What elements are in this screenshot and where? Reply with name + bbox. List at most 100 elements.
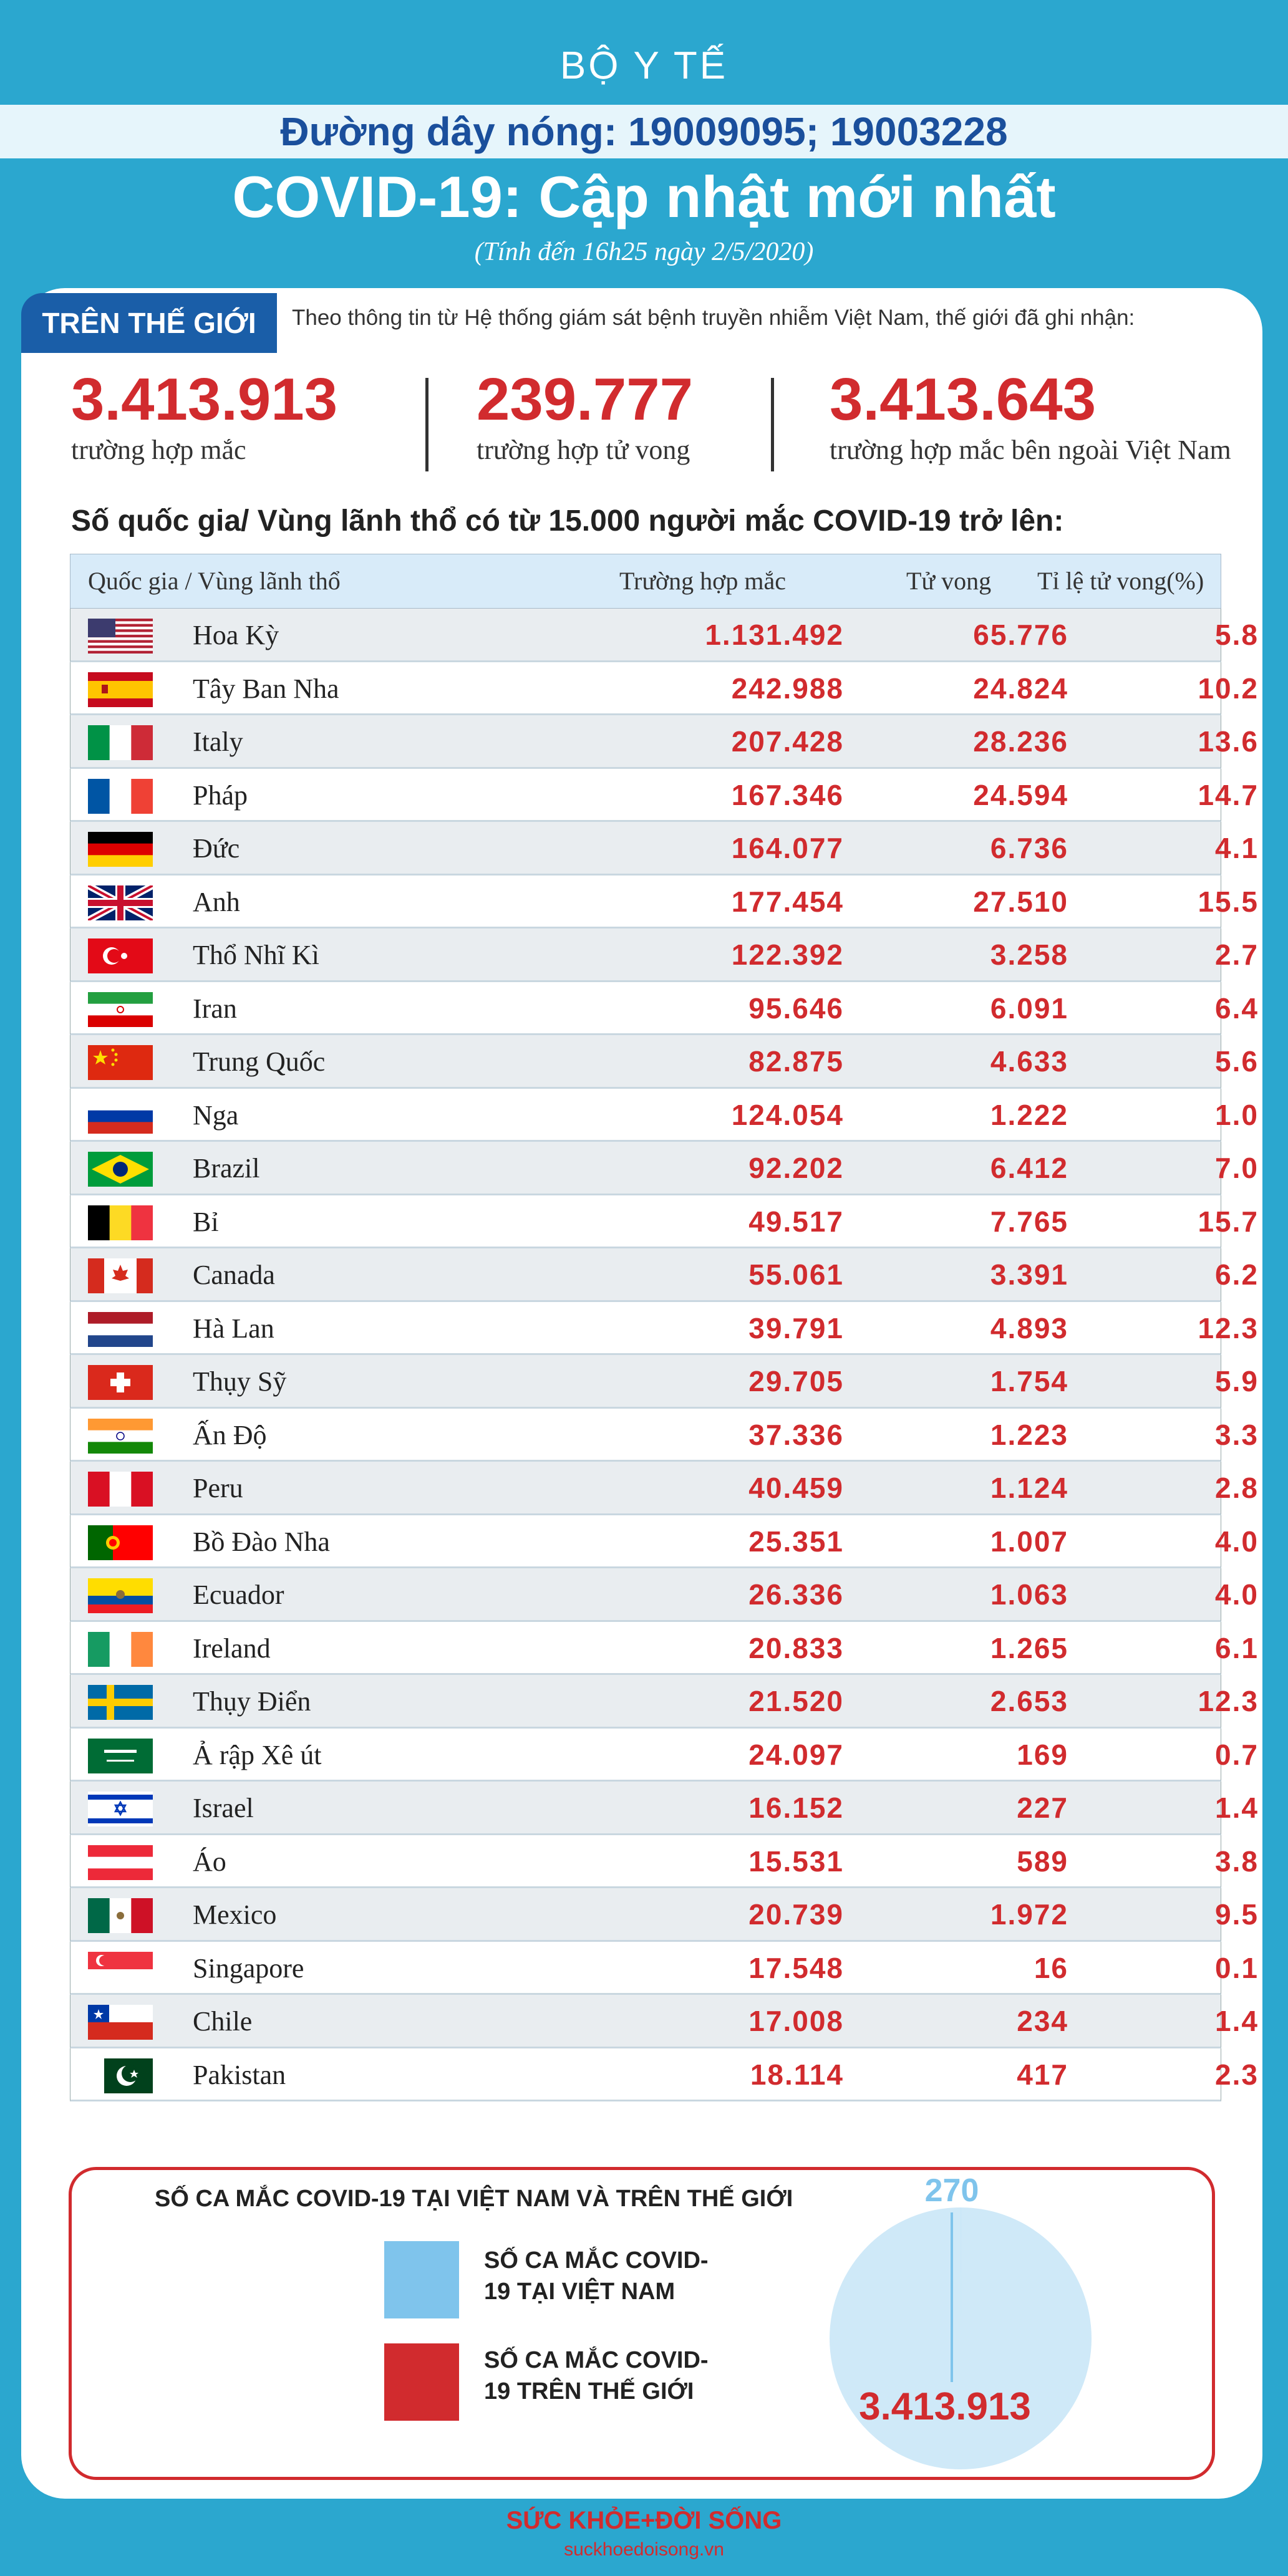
- stat-cases-outside-vietnam: 3.413.643 trường hợp mắc bên ngoài Việt …: [830, 365, 1231, 466]
- pakistan-flag: [88, 2058, 153, 2093]
- cases-cell: 164.077: [731, 832, 844, 864]
- stat-label: trường hợp tử vong: [477, 435, 690, 465]
- uk-flag: [88, 885, 153, 920]
- country-name: Anh: [193, 886, 240, 917]
- table-row: Nga 124.054 1.222 1.0: [70, 1088, 1257, 1142]
- deaths-cell: 3.258: [990, 938, 1068, 971]
- legend-label-vietnam: SỐ CA MẮC COVID-19 TẠI VIỆT NAM: [484, 2247, 709, 2305]
- cases-cell: 17.008: [748, 2005, 844, 2037]
- cases-cell: 18.114: [750, 2058, 844, 2091]
- table-row: Anh 177.454 27.510 15.5: [70, 875, 1257, 929]
- cases-cell: 92.202: [748, 1152, 844, 1184]
- deaths-cell: 6.736: [990, 832, 1068, 864]
- hotline-band: [0, 105, 1288, 158]
- death-rate-cell: 6.4: [1215, 991, 1259, 1025]
- table-row: Ấn Độ 37.336 1.223 3.3: [70, 1408, 1257, 1462]
- death-rate-cell: 0.7: [1215, 1738, 1259, 1771]
- country-name: Tây Ban Nha: [193, 673, 339, 704]
- stat-total-deaths: 239.777 trường hợp tử vong: [477, 365, 693, 466]
- cases-cell: 49.517: [748, 1205, 844, 1238]
- death-rate-cell: 6.1: [1215, 1631, 1259, 1664]
- cases-cell: 39.791: [748, 1311, 844, 1344]
- table-row: Ecuador 26.336 1.063 4.0: [70, 1568, 1257, 1622]
- country-name: Italy: [193, 726, 243, 757]
- death-rate-cell: 1.4: [1215, 2005, 1259, 2037]
- cases-cell: 21.520: [748, 1685, 844, 1717]
- country-name: Mexico: [193, 1899, 277, 1930]
- table-row: Iran 95.646 6.091 6.4: [70, 982, 1257, 1035]
- column-header-cases: Trường hợp mắc: [619, 567, 786, 595]
- death-rate-cell: 2.3: [1215, 2058, 1259, 2091]
- country-name: Bỉ: [193, 1206, 219, 1237]
- deaths-cell: 417: [1017, 2058, 1068, 2091]
- table-row: Pháp 167.346 24.594 14.7: [70, 768, 1257, 822]
- us-flag: [88, 619, 153, 654]
- country-name: Ả rập Xê út: [193, 1739, 322, 1770]
- deaths-cell: 1.972: [990, 1898, 1068, 1931]
- world-intro: Theo thông tin từ Hệ thống giám sát bệnh…: [292, 306, 1135, 330]
- death-rate-cell: 6.2: [1215, 1258, 1259, 1291]
- cases-cell: 124.054: [731, 1098, 844, 1131]
- cases-cell: 16.152: [748, 1792, 844, 1824]
- death-rate-cell: 2.8: [1215, 1472, 1259, 1504]
- death-rate-cell: 7.0: [1215, 1152, 1259, 1184]
- deaths-cell: 169: [1017, 1738, 1068, 1771]
- death-rate-cell: 3.3: [1215, 1418, 1259, 1451]
- cases-cell: 55.061: [748, 1258, 844, 1291]
- iran-flag: [88, 991, 153, 1027]
- hotline-text: Đường dây nóng: 19009095; 19003228: [280, 109, 1008, 154]
- deaths-cell: 589: [1017, 1845, 1068, 1878]
- deaths-cell: 7.765: [990, 1205, 1068, 1238]
- cases-cell: 20.833: [748, 1631, 844, 1664]
- country-name: Thổ Nhĩ Kì: [193, 940, 319, 970]
- death-rate-cell: 4.1: [1215, 832, 1259, 864]
- table-row: Ả rập Xê út 24.097 169 0.7: [70, 1728, 1257, 1782]
- deaths-cell: 227: [1017, 1792, 1068, 1824]
- cases-cell: 26.336: [748, 1578, 844, 1611]
- country-name: Ireland: [193, 1633, 271, 1664]
- world-section-tag: TRÊN THẾ GIỚI: [21, 293, 277, 353]
- death-rate-cell: 3.8: [1215, 1845, 1259, 1878]
- country-name: Trung Quốc: [193, 1046, 326, 1077]
- deaths-cell: 65.776: [973, 619, 1068, 651]
- singapore-flag: [88, 1951, 153, 1987]
- cases-cell: 242.988: [731, 672, 844, 705]
- stat-total-cases: 3.413.913 trường hợp mắc: [71, 365, 337, 466]
- legend-swatch-world: [384, 2343, 459, 2421]
- country-name: Ấn Độ: [193, 1419, 267, 1450]
- death-rate-cell: 1.4: [1215, 1792, 1259, 1824]
- deaths-cell: 1.007: [990, 1525, 1068, 1558]
- death-rate-cell: 5.9: [1215, 1365, 1259, 1397]
- country-name: Pháp: [193, 779, 248, 811]
- death-rate-cell: 9.5: [1215, 1898, 1259, 1931]
- deaths-cell: 6.412: [990, 1152, 1068, 1184]
- death-rate-cell: 5.8: [1215, 619, 1259, 651]
- death-rate-cell: 15.7: [1198, 1205, 1259, 1238]
- deaths-cell: 16: [1034, 1951, 1068, 1984]
- column-header-country: Quốc gia / Vùng lãnh thổ: [88, 567, 341, 595]
- table-row: Bỉ 49.517 7.765 15.7: [70, 1195, 1257, 1248]
- belgium-flag: [88, 1205, 153, 1240]
- switzerland-flag: [88, 1365, 153, 1400]
- data-label-world: 3.413.913: [859, 2385, 1031, 2428]
- mexico-flag: [88, 1898, 153, 1933]
- deaths-cell: 1.063: [990, 1578, 1068, 1611]
- cases-cell: 25.351: [748, 1525, 844, 1558]
- country-name: Áo: [193, 1846, 226, 1877]
- portugal-flag: [88, 1525, 153, 1560]
- country-name: Hà Lan: [193, 1313, 274, 1344]
- country-name: Nga: [193, 1099, 239, 1131]
- germany-flag: [88, 832, 153, 867]
- table-row: Israel 16.152 227 1.4: [70, 1782, 1257, 1835]
- death-rate-cell: 15.5: [1198, 885, 1259, 918]
- israel-flag: [88, 1792, 153, 1826]
- table-row: Mexico 20.739 1.972 9.5: [70, 1888, 1257, 1942]
- table-row: Trung Quốc 82.875 4.633 5.6: [70, 1035, 1257, 1089]
- deaths-cell: 1.124: [990, 1472, 1068, 1504]
- chart-title: SỐ CA MẮC COVID-19 TẠI VIỆT NAM VÀ TRÊN …: [155, 2186, 793, 2212]
- deaths-cell: 4.893: [990, 1311, 1068, 1344]
- cases-cell: 15.531: [748, 1845, 844, 1878]
- death-rate-cell: 12.3: [1198, 1311, 1259, 1344]
- table-heading: Số quốc gia/ Vùng lãnh thổ có từ 15.000 …: [71, 504, 1064, 538]
- cases-cell: 20.739: [748, 1898, 844, 1931]
